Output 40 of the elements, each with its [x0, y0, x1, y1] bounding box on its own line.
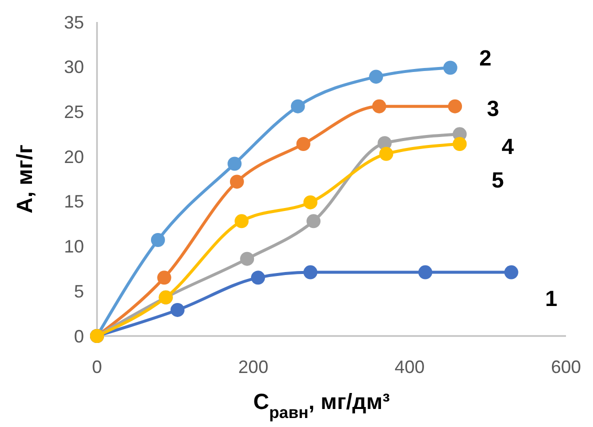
- series-label: 3: [486, 96, 500, 122]
- x-tick-label: 200: [238, 357, 268, 377]
- x-axis-title: C$_{равн}$, мг/дм³: [253, 389, 390, 422]
- y-tick-label: 0: [74, 326, 84, 346]
- point: [230, 174, 244, 189]
- point: [452, 137, 467, 152]
- point: [372, 99, 386, 114]
- point: [306, 214, 321, 228]
- point: [303, 265, 318, 280]
- point: [228, 156, 242, 171]
- point: [157, 270, 172, 285]
- y-tick-label: 5: [74, 281, 84, 302]
- point: [504, 265, 518, 280]
- series-label: 5: [492, 168, 504, 193]
- point: [379, 146, 394, 161]
- point: [443, 60, 458, 75]
- y-tick-label: 30: [64, 57, 84, 78]
- point: [418, 265, 432, 280]
- point: [369, 70, 384, 84]
- point: [234, 214, 249, 228]
- y-tick-label: 10: [64, 236, 84, 257]
- series-label: 4: [502, 134, 515, 159]
- x-tick-label: 600: [550, 357, 582, 377]
- x-tick-label: 400: [394, 357, 425, 377]
- point: [240, 252, 254, 266]
- point: [150, 233, 165, 248]
- y-axis-title: А, мг/г: [12, 144, 37, 214]
- y-tick-label: 20: [64, 146, 84, 167]
- point: [448, 99, 462, 114]
- point: [170, 302, 185, 317]
- point: [296, 137, 310, 152]
- y-tick-label: 35: [64, 12, 84, 32]
- y-tick-label: 25: [64, 102, 84, 122]
- series-label: 2: [479, 45, 492, 70]
- point: [290, 99, 305, 114]
- point: [251, 270, 266, 285]
- y-tick-label: 15: [64, 192, 84, 212]
- x-tick-label: 0: [92, 357, 102, 377]
- point: [303, 195, 318, 210]
- series-label: 1: [545, 286, 558, 312]
